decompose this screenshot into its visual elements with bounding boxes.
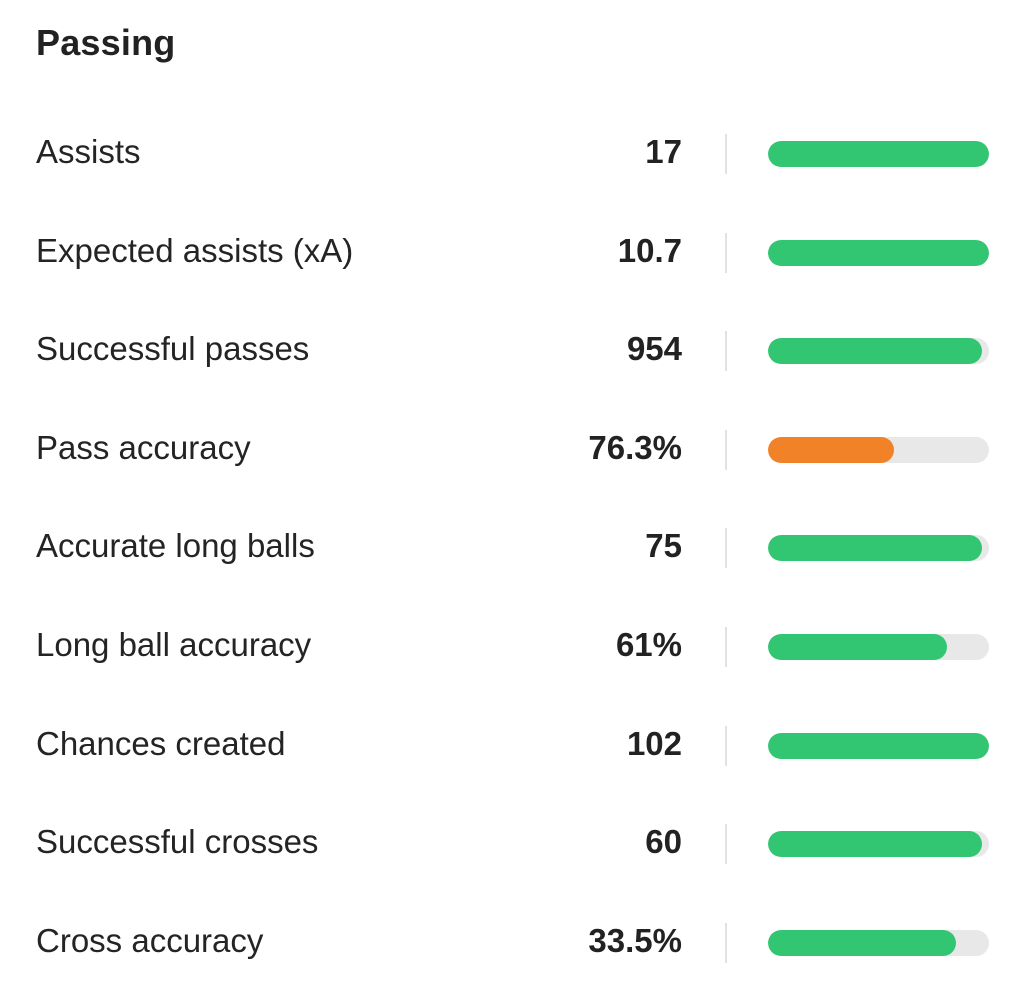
percentile-bar	[768, 436, 989, 463]
stat-label: Successful passes	[36, 330, 310, 368]
percentile-bar	[768, 535, 989, 562]
stat-value: 60	[645, 823, 682, 861]
stat-row-expected-assists[interactable]: Expected assists (xA) 10.7	[0, 203, 1024, 302]
stat-value: 102	[626, 724, 682, 762]
percentile-bar	[768, 831, 989, 858]
stat-label: Chances created	[36, 724, 286, 762]
stat-row-cross-accuracy[interactable]: Cross accuracy 33.5%	[0, 893, 1024, 992]
percentile-bar	[768, 633, 989, 660]
percentile-bar	[768, 141, 989, 167]
stat-divider	[725, 134, 727, 174]
stat-divider	[725, 725, 727, 766]
stat-row-successful-crosses[interactable]: Successful crosses 60	[0, 794, 1024, 893]
stat-divider	[725, 922, 727, 963]
stat-divider	[725, 824, 727, 865]
stat-divider	[725, 429, 727, 470]
percentile-bar-fill	[768, 535, 983, 562]
percentile-bar-fill	[768, 141, 989, 167]
percentile-bar-fill	[768, 338, 983, 365]
stat-divider	[725, 331, 727, 372]
stat-label: Cross accuracy	[36, 921, 264, 959]
stat-value: 954	[626, 330, 682, 368]
percentile-bar	[768, 929, 989, 956]
stat-value: 76.3%	[588, 428, 682, 466]
stat-value: 61%	[615, 625, 682, 663]
stat-label: Assists	[36, 133, 141, 170]
stat-row-long-ball-accuracy[interactable]: Long ball accuracy 61%	[0, 597, 1024, 696]
stat-label: Expected assists (xA)	[36, 231, 354, 269]
stat-row-successful-passes[interactable]: Successful passes 954	[0, 301, 1024, 400]
percentile-bar-fill	[768, 633, 947, 660]
stat-divider	[725, 626, 727, 667]
stat-label: Long ball accuracy	[36, 625, 312, 663]
stat-value: 17	[645, 133, 682, 170]
percentile-bar-fill	[768, 239, 989, 266]
section-title: Passing	[36, 22, 176, 63]
stat-label: Accurate long balls	[36, 527, 315, 565]
stat-row-chances-created[interactable]: Chances created 102	[0, 696, 1024, 795]
percentile-bar-fill	[768, 929, 956, 956]
percentile-bar-fill	[768, 732, 989, 759]
percentile-bar-fill	[768, 436, 894, 463]
percentile-bar-fill	[768, 831, 983, 858]
stat-value: 33.5%	[588, 921, 682, 959]
stat-label: Successful crosses	[36, 823, 319, 861]
percentile-bar	[768, 732, 989, 759]
stat-row-assists[interactable]: Assists 17	[0, 104, 1024, 203]
stat-value: 10.7	[617, 231, 682, 269]
percentile-bar	[768, 239, 989, 266]
stat-row-accurate-long-balls[interactable]: Accurate long balls 75	[0, 498, 1024, 597]
stat-divider	[725, 528, 727, 569]
stat-value: 75	[645, 527, 682, 565]
stat-label: Pass accuracy	[36, 428, 251, 466]
stat-divider	[725, 232, 727, 273]
stat-row-pass-accuracy[interactable]: Pass accuracy 76.3%	[0, 400, 1024, 499]
stat-list: Assists 17 Expected assists (xA) 10.7 Su…	[0, 104, 1024, 991]
percentile-bar	[768, 338, 989, 365]
